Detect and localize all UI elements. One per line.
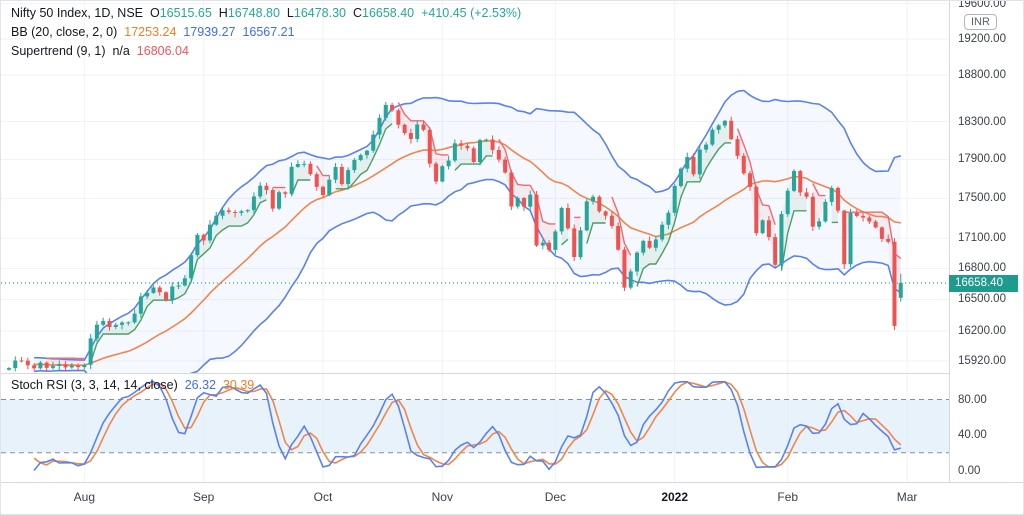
price-tick-label: 17900.00 bbox=[958, 153, 1006, 166]
price-axis[interactable]: INR 16658.40 19600.00 19200.00 18800.00 183… bbox=[949, 0, 1023, 482]
stoch-rsi-pane[interactable] bbox=[1, 374, 949, 482]
stoch-tick-label: 80.00 bbox=[958, 393, 987, 406]
price-tick-label: 16200.00 bbox=[958, 324, 1006, 337]
bb-legend-row[interactable]: BB (20, close, 2, 0) 17253.24 17939.27 1… bbox=[11, 23, 521, 42]
stoch-rsi-legend-row[interactable]: Stoch RSI (3, 3, 14, 14, close) 26.32 30… bbox=[11, 378, 254, 392]
currency-badge[interactable]: INR bbox=[964, 14, 997, 30]
supertrend-title[interactable]: Supertrend (9, 1) bbox=[11, 44, 106, 58]
time-tick-label-2022: 2022 bbox=[661, 490, 689, 504]
price-tick-label: 18300.00 bbox=[958, 115, 1006, 128]
stoch-tick-label: 40.00 bbox=[958, 429, 987, 441]
open-key: O bbox=[149, 6, 160, 20]
pane-divider[interactable] bbox=[1, 373, 1023, 374]
time-tick-label-mar: Mar bbox=[896, 490, 918, 504]
price-axis-separator bbox=[949, 1, 950, 482]
supertrend-legend-row[interactable]: Supertrend (9, 1) n/a 16806.04 bbox=[11, 42, 521, 61]
time-tick-label-aug: Aug bbox=[73, 490, 96, 504]
price-tick-label: 17100.00 bbox=[958, 232, 1006, 245]
time-tick-label-sep: Sep bbox=[192, 490, 215, 504]
time-tick-label-nov: Nov bbox=[431, 490, 453, 504]
stoch-d-value: 30.39 bbox=[222, 378, 255, 392]
price-tick-label: 16500.00 bbox=[958, 293, 1006, 306]
low-key: L bbox=[286, 6, 294, 20]
bb-upper-value: 17939.27 bbox=[183, 25, 236, 39]
current-price-label: 16658.40 bbox=[949, 274, 1018, 292]
low-value: 16478.30 bbox=[293, 6, 347, 20]
bb-basis-value: 17253.24 bbox=[124, 25, 177, 39]
time-axis-divider bbox=[1, 482, 1023, 483]
bb-title[interactable]: BB (20, close, 2, 0) bbox=[11, 25, 118, 39]
open-value: 16515.65 bbox=[159, 6, 212, 20]
price-tick-label: 19200.00 bbox=[958, 33, 1006, 45]
price-tick-label: 15920.00 bbox=[958, 354, 1006, 367]
close-key: C bbox=[352, 6, 362, 20]
supertrend-value: 16806.04 bbox=[136, 44, 189, 58]
price-tick-label: 18800.00 bbox=[958, 69, 1006, 82]
price-tick-label: 19600.00 bbox=[958, 0, 1006, 10]
time-tick-label-feb: Feb bbox=[777, 490, 799, 504]
bb-lower-value: 16567.21 bbox=[242, 25, 295, 39]
high-value: 16748.80 bbox=[227, 6, 280, 20]
time-axis[interactable]: Aug Sep Oct Nov Dec 2022 Feb Mar bbox=[1, 483, 1023, 514]
price-tick-label: 17500.00 bbox=[958, 192, 1006, 205]
high-key: H bbox=[218, 6, 228, 20]
close-value: 16658.40 bbox=[362, 6, 415, 20]
time-tick-label-oct: Oct bbox=[313, 490, 333, 504]
supertrend-state: n/a bbox=[112, 44, 130, 58]
change-value: +410.45 (+2.53%) bbox=[421, 6, 522, 20]
stoch-rsi-title[interactable]: Stoch RSI (3, 3, 14, 14, close) bbox=[11, 378, 178, 392]
time-tick-label-dec: Dec bbox=[544, 490, 567, 504]
symbol-legend-row[interactable]: Nifty 50 Index, 1D, NSE O16515.65 H16748… bbox=[11, 4, 521, 23]
legend-block: Nifty 50 Index, 1D, NSE O16515.65 H16748… bbox=[11, 4, 521, 61]
symbol-title[interactable]: Nifty 50 Index, 1D, NSE bbox=[11, 6, 144, 20]
stoch-k-value: 26.32 bbox=[184, 378, 216, 392]
main-price-pane[interactable] bbox=[1, 1, 949, 373]
price-tick-label: 16800.00 bbox=[958, 262, 1006, 275]
stoch-tick-label: 0.00 bbox=[958, 464, 981, 477]
